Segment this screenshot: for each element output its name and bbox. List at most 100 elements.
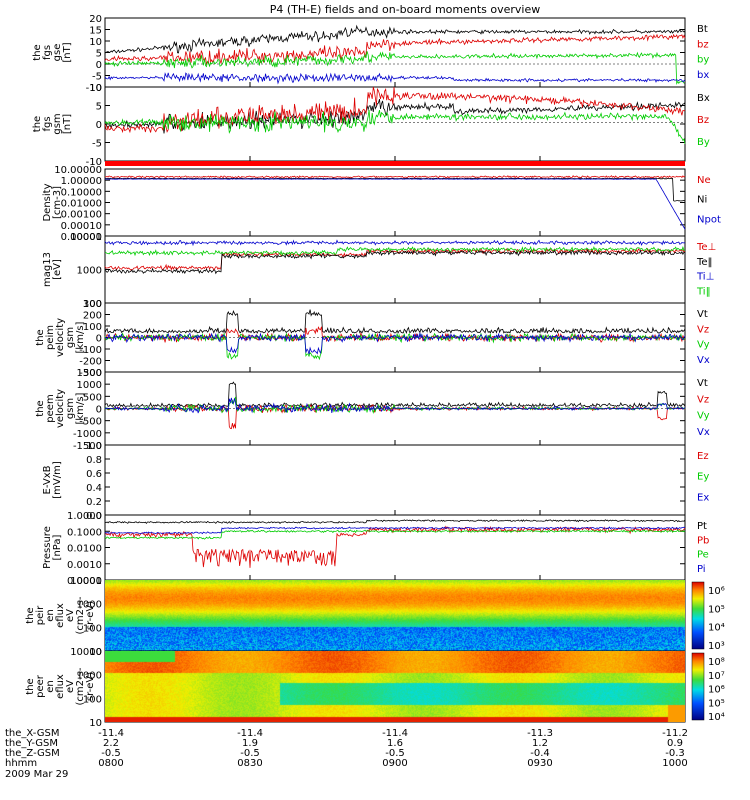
y-tick-label: 1000: [77, 380, 102, 391]
y-axis-label: [eV]: [52, 259, 63, 280]
y-axis-label: [cm-3]: [52, 186, 63, 219]
panel-frame: [105, 236, 685, 303]
legend-Pe: Pe: [697, 550, 709, 561]
y-axis-label: [mV/m]: [52, 461, 63, 499]
y-tick-label: 0.00010: [61, 221, 102, 232]
colorbar-label: 10⁷: [708, 671, 725, 682]
legend-Pi: Pi: [697, 564, 706, 575]
y-tick-label: -5: [92, 72, 102, 83]
legend-Ex: Ex: [697, 492, 709, 503]
y-axis-label: [nT]: [62, 114, 73, 134]
series-peem_vel-Vt: [105, 382, 685, 406]
footer-row-label: hhmm: [5, 758, 37, 769]
series-pressure-Pi: [105, 527, 685, 534]
footer-date: 2009 Mar 29: [5, 769, 68, 780]
y-tick-label: 0.00100: [61, 210, 102, 221]
legend-Pb: Pb: [697, 535, 709, 546]
y-tick-label: 0.8: [86, 455, 102, 466]
y-tick-label: 0.1000: [67, 527, 102, 538]
panel-pressure: 1.00000.10000.01000.00100.0001Pressure [n…: [42, 511, 709, 587]
colorbar-label: 10⁴: [708, 623, 725, 634]
spectrogram-image: [105, 651, 685, 722]
y-tick-label: 0.01000: [61, 199, 102, 210]
legend-Ni: Ni: [697, 195, 707, 206]
panel-efield: 1.00.80.60.40.20.0E-VxB [mV/m]EzEyEx: [42, 441, 709, 522]
legend-Bx: Bx: [697, 93, 710, 104]
panel-frame: [105, 515, 685, 580]
colorbar-label: 10⁶: [708, 685, 725, 696]
legend-by: by: [697, 55, 709, 66]
legend-Vt: Vt: [697, 378, 708, 389]
y-axis-label: sr-eV): [85, 601, 96, 630]
y-tick-label: 0: [96, 120, 102, 131]
legend-bz: bz: [697, 39, 709, 50]
colorbar-label: 10⁵: [708, 604, 725, 615]
legend-Ti⊥: Ti⊥: [696, 272, 714, 283]
colorbar-label: 10³: [708, 641, 725, 652]
legend-Te‖: Te‖: [696, 257, 713, 268]
panel-frame: [105, 18, 685, 87]
legend-Vy: Vy: [697, 411, 710, 422]
y-tick-label: 1.0: [86, 441, 102, 452]
y-tick-label: 10000: [70, 647, 102, 658]
series-pressure-Pt: [105, 520, 685, 524]
legend-bx: bx: [697, 70, 709, 81]
y-tick-label: 1000: [77, 266, 102, 277]
panel-peim_vel: 3002001000-100-200-300the peim velocity gsm…: [35, 299, 710, 379]
footer-value: 0930: [527, 758, 552, 769]
legend-Vz: Vz: [697, 324, 709, 335]
y-tick-label: 1500: [77, 368, 102, 379]
y-tick-label: -200: [79, 357, 102, 368]
y-axis-label: [km/s]: [75, 392, 86, 424]
y-tick-label: -5: [92, 139, 102, 150]
y-tick-label: 20: [89, 14, 102, 25]
panel-fgs_gse: 20151050-5-10the fgs gse [nT]Btbzbybx: [32, 14, 709, 94]
panel-peem_vel: 15001000500 0-500-1000-1500 the peem velocit…: [35, 368, 710, 452]
series-density-Ne: [105, 176, 685, 178]
legend-Ey: Ey: [697, 472, 709, 483]
y-tick-label: 200: [83, 311, 102, 322]
spectrogram-image: [105, 580, 685, 651]
footer-value: 0900: [382, 758, 407, 769]
legend-Te⊥: Te⊥: [696, 242, 716, 253]
legend-Vx: Vx: [697, 427, 710, 438]
legend-Bt: Bt: [697, 24, 708, 35]
colorbar: [692, 653, 704, 720]
legend-Pt: Pt: [697, 521, 707, 532]
figure-title: P4 (TH-E) fields and on-board moments ov…: [270, 3, 541, 16]
series-peim_vel-Vt: [105, 310, 685, 333]
y-tick-label: 10000: [70, 232, 102, 243]
y-tick-label: 0.0100: [67, 544, 102, 555]
y-tick-label: 10000: [70, 576, 102, 587]
y-tick-label: 1.0000: [67, 511, 102, 522]
legend-Vx: Vx: [697, 355, 710, 366]
y-tick-label: 0: [96, 60, 102, 71]
y-tick-label: 0.0010: [67, 560, 102, 571]
footer-value: 0800: [98, 758, 123, 769]
y-axis-label: [km/s]: [75, 321, 86, 353]
y-tick-label: 0.6: [86, 469, 102, 480]
separator-bar: [105, 161, 685, 166]
y-tick-label: 0.10000: [61, 187, 102, 198]
y-tick-label: 10.00000: [54, 165, 102, 176]
legend-Npot: Npot: [697, 214, 721, 225]
plot-panels: 20151050-5-10the fgs gse [nT]Btbzbybx1050-5…: [5, 14, 725, 780]
y-tick-label: 1.00000: [61, 176, 102, 187]
y-tick-label: 0: [96, 405, 102, 416]
y-tick-label: 10: [89, 37, 102, 48]
y-tick-label: 0.2: [86, 497, 102, 508]
series-density-Npot: [105, 179, 685, 230]
legend-By: By: [697, 137, 710, 148]
series-fgs_gse-Bt: [105, 26, 685, 53]
y-tick-label: 5: [96, 49, 102, 60]
colorbar: [692, 582, 704, 649]
series-peim_vel-Vz: [105, 327, 685, 343]
colorbar-label: 10⁵: [708, 698, 725, 709]
series-fgs_gse-bx: [105, 73, 685, 83]
colorbar-label: 10⁴: [708, 712, 725, 723]
legend-Bz: Bz: [697, 115, 709, 126]
y-axis-label: [nT]: [62, 42, 73, 62]
y-tick-label: 10: [89, 83, 102, 94]
panel-temperature: 100001000100mag13 [eV]Te⊥Te‖Ti⊥Ti‖: [42, 232, 716, 310]
legend-Vt: Vt: [697, 309, 708, 320]
